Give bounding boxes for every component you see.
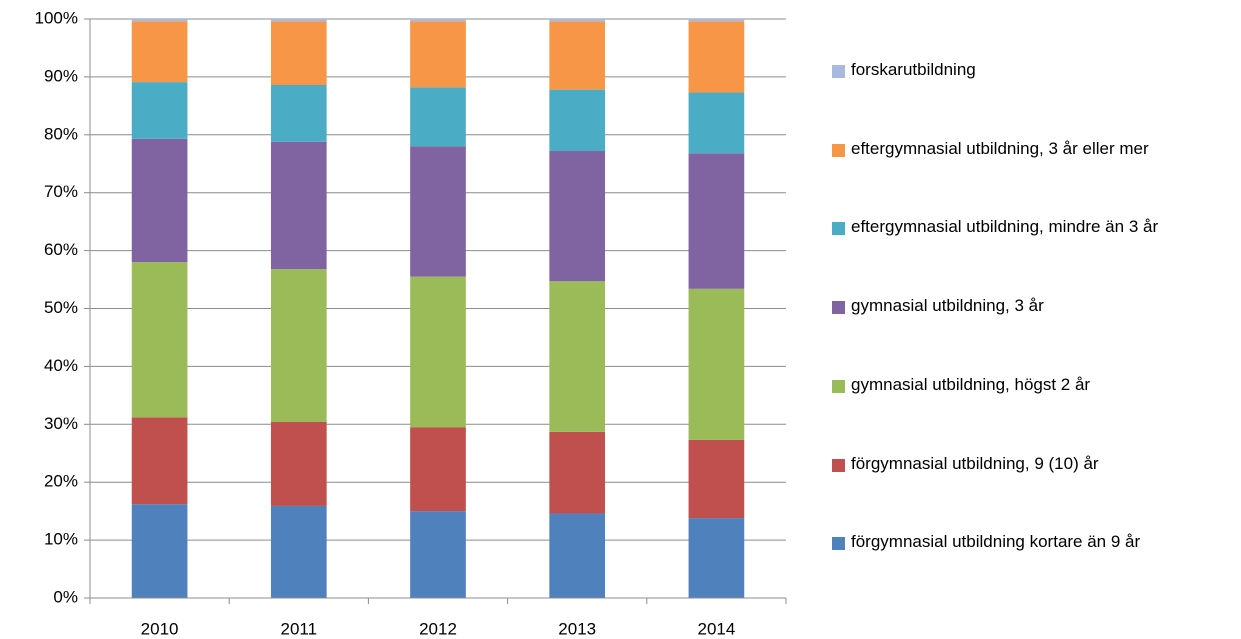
bar-segment (688, 19, 745, 22)
x-tick-label: 2013 (558, 619, 596, 638)
bar-segment (270, 85, 327, 142)
bar-segment (410, 511, 466, 598)
bar-segment (270, 141, 327, 270)
bar-segment (549, 89, 606, 152)
bar-segment (131, 19, 188, 22)
bar-segment (549, 431, 606, 514)
legend-label: eftergymnasial utbildning, mindre än 3 å… (851, 217, 1159, 237)
x-tick-label: 2010 (141, 619, 179, 638)
bar-segment (410, 87, 466, 147)
bar-segment (549, 513, 606, 598)
y-tick-label: 50% (44, 298, 78, 317)
bar-segment (270, 269, 327, 422)
legend-swatch (832, 222, 845, 236)
bar-segment (410, 21, 466, 88)
y-tick-label: 90% (44, 66, 78, 85)
bar-segment (410, 19, 466, 22)
bar-segment (270, 21, 327, 86)
bar-segment (688, 439, 745, 519)
legend-swatch (832, 458, 845, 472)
bar-segment (131, 138, 188, 263)
bar-segment (688, 518, 745, 598)
x-tick-label: 2011 (281, 619, 318, 638)
bar-segment (410, 276, 466, 428)
legend-item: förgymnasial utbildning kortare än 9 år (832, 532, 1239, 555)
bar-segment (131, 21, 188, 83)
legend-item: förgymnasial utbildning, 9 (10) år (832, 454, 1239, 477)
legend-swatch (832, 537, 845, 551)
legend-item: gymnasial utbildning, 3 år (832, 296, 1239, 319)
bar-segment (410, 427, 466, 512)
bar-segment (549, 21, 606, 90)
bar-segment (270, 421, 327, 506)
bar-segment (688, 92, 745, 154)
x-tick-label: 2014 (697, 619, 735, 638)
bar-segment (688, 153, 745, 289)
y-tick-label: 80% (44, 124, 78, 143)
legend-label: eftergymnasial utbildning, 3 år eller me… (851, 138, 1149, 158)
y-tick-label: 60% (44, 240, 78, 259)
legend-swatch (832, 301, 845, 315)
y-tick-label: 40% (44, 356, 78, 375)
bar-segment (131, 262, 188, 418)
legend-item: eftergymnasial utbildning, mindre än 3 å… (832, 217, 1239, 240)
legend: förgymnasial utbildning kortare än 9 år f… (832, 0, 1241, 639)
y-tick-label: 10% (44, 530, 78, 549)
bar-segment (549, 151, 606, 282)
y-tick-label: 0% (53, 587, 78, 606)
bar-segment (549, 281, 606, 432)
y-tick-label: 20% (44, 472, 78, 491)
legend-swatch (832, 379, 845, 393)
bar-segment (688, 21, 745, 93)
y-tick-label: 70% (44, 182, 78, 201)
bar-segment (131, 82, 188, 139)
legend-item: gymnasial utbildning, högst 2 år (832, 375, 1239, 398)
x-tick-label: 2012 (419, 619, 457, 638)
legend-label: förgymnasial utbildning, 9 (10) år (851, 453, 1099, 473)
bar-segment (410, 146, 466, 277)
legend-item: forskarutbildning (832, 60, 1239, 83)
legend-label: gymnasial utbildning, 3 år (851, 296, 1044, 316)
bar-segment (131, 504, 188, 598)
legend-label: förgymnasial utbildning kortare än 9 år (851, 532, 1141, 552)
legend-label: gymnasial utbildning, högst 2 år (851, 374, 1091, 394)
bar-segment (131, 417, 188, 505)
bar-segment (270, 19, 327, 22)
y-tick-label: 30% (44, 414, 78, 433)
legend-item: eftergymnasial utbildning, 3 år eller me… (832, 139, 1239, 162)
legend-swatch (832, 65, 845, 78)
y-tick-label: 100% (35, 8, 78, 27)
bar-segment (688, 288, 745, 440)
legend-label: forskarutbildning (851, 60, 976, 79)
legend-swatch (832, 143, 845, 157)
bar-segment (270, 505, 327, 598)
bar-segment (549, 19, 606, 22)
